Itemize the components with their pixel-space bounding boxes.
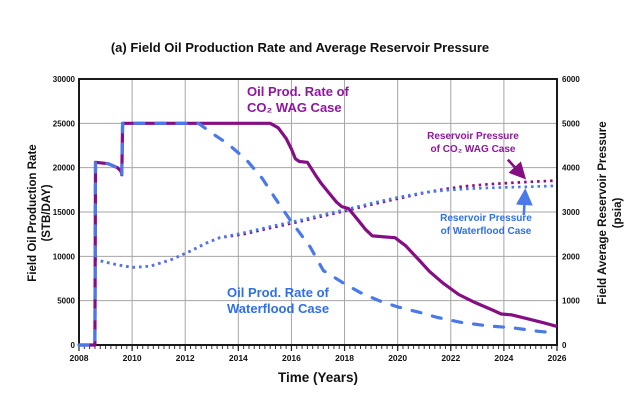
y-axis-right-title-line2: (psia) [612, 197, 624, 229]
label-pressure-waterflood: Reservoir Pressure of Waterflood Case [426, 213, 546, 238]
y-axis-right-title: Field Average Reservoir Pressure (psia) [596, 68, 630, 358]
x-tick-label: 2014 [229, 353, 248, 363]
label-oil-rate-waterflood-line1: Oil Prod. Rate of [227, 285, 329, 300]
axis-ticks [78, 345, 558, 351]
arrow-to-co2-pressure-line [506, 158, 527, 180]
gridlines [79, 79, 557, 345]
label-oil-rate-waterflood: Oil Prod. Rate of Waterflood Case [227, 285, 329, 316]
x-tick-label: 2010 [123, 353, 142, 363]
y-left-tick-label: 15000 [53, 208, 76, 217]
x-tick-label: 2022 [441, 353, 460, 363]
label-pressure-co2-wag: Reservoir Pressure of CO₂ WAG Case [413, 131, 533, 156]
label-oil-rate-co2-wag-line2: CO₂ WAG Case [247, 99, 342, 115]
x-tick-label: 2020 [388, 353, 407, 363]
y-left-tick-label: 30000 [53, 75, 76, 84]
label-oil-rate-co2-wag-line1: Oil Prod. Rate of [247, 84, 349, 99]
x-axis-title: Time (Years) [277, 370, 359, 385]
y-right-tick-label: 3000 [562, 208, 580, 217]
label-pressure-co2-wag-line1: Reservoir Pressure [427, 131, 519, 142]
y-axis-right-title-line1: Field Average Reservoir Pressure [597, 121, 609, 305]
label-pressure-waterflood-line1: Reservoir Pressure [440, 213, 532, 224]
y-right-tick-label: 6000 [562, 75, 580, 84]
y-left-tick-label: 20000 [53, 164, 76, 173]
y-axis-left-title-line2: (STB/DAY) [41, 184, 53, 242]
label-oil-rate-co2-wag: Oil Prod. Rate of CO₂ WAG Case [247, 84, 349, 115]
y-right-tick-label: 2000 [562, 252, 580, 261]
x-tick-label: 2016 [282, 353, 301, 363]
y-right-tick-label: 0 [562, 341, 567, 350]
series-line-dotted-right [94, 184, 558, 269]
y-right-tick-label: 4000 [562, 164, 580, 173]
plot-frame [78, 78, 558, 346]
tick-labels: 0 5000 10000 15000 20000 25000 30000 0 1000 2000 3… [53, 75, 581, 363]
arrow-to-waterflood-pressure-line [515, 188, 533, 216]
y-left-tick-label: 10000 [53, 252, 76, 261]
y-axis-left-title-line1: Field Oil Production Rate [27, 144, 39, 282]
label-pressure-waterflood-line2: of Waterflood Case [440, 225, 532, 237]
y-left-tick-label: 5000 [57, 297, 75, 306]
chart-title: (a) Field Oil Production Rate and Averag… [110, 40, 490, 55]
x-tick-label: 2008 [70, 353, 89, 363]
y-left-tick-label: 0 [71, 341, 76, 350]
y-right-tick-label: 1000 [562, 297, 580, 306]
x-tick-label: 2012 [176, 353, 195, 363]
label-pressure-co2-wag-line2: of CO₂ WAG Case [430, 143, 516, 155]
y-left-tick-label: 25000 [53, 119, 76, 128]
label-oil-rate-waterflood-line2: Waterflood Case [227, 300, 330, 316]
x-tick-label: 2026 [548, 353, 567, 363]
x-tick-label: 2024 [494, 353, 513, 363]
y-right-tick-label: 5000 [562, 119, 580, 128]
x-tick-label: 2018 [335, 353, 354, 363]
y-axis-left-title: Field Oil Production Rate (STB/DAY) [26, 68, 58, 358]
